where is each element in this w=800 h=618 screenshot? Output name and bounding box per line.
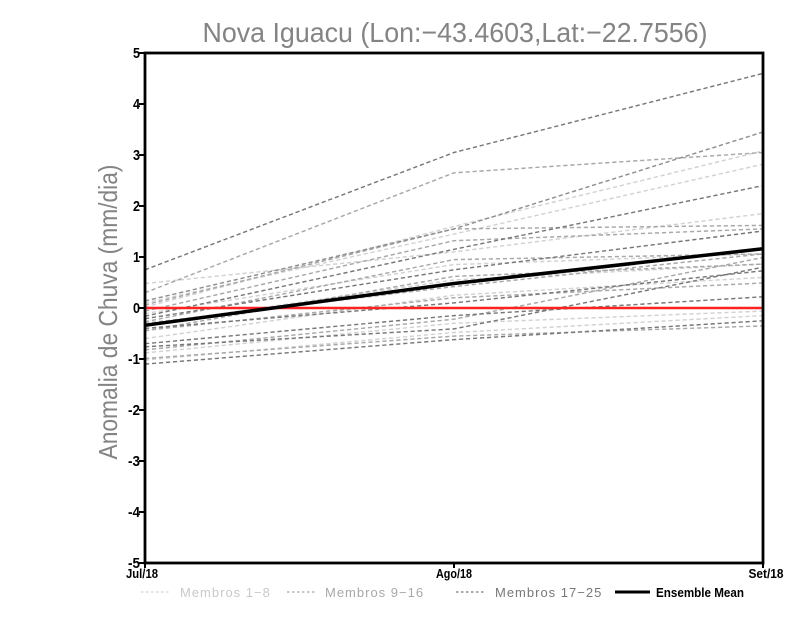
svg-text:Anomalia de Chuva (mm/dia): Anomalia de Chuva (mm/dia) <box>93 165 123 460</box>
svg-text:-2: -2 <box>128 402 140 419</box>
svg-text:2: 2 <box>133 198 140 215</box>
svg-text:3: 3 <box>133 147 140 164</box>
svg-text:-3: -3 <box>128 453 140 470</box>
svg-text:Jul/18: Jul/18 <box>126 566 158 581</box>
svg-text:-5: -5 <box>128 555 140 572</box>
svg-text:-4: -4 <box>128 504 141 521</box>
svg-text:Nova Iguacu (Lon:−43.4603,Lat:: Nova Iguacu (Lon:−43.4603,Lat:−22.7556) <box>203 17 708 48</box>
svg-text:Membros 9−16: Membros 9−16 <box>325 585 424 600</box>
svg-text:-1: -1 <box>128 351 140 368</box>
svg-text:1: 1 <box>133 249 140 266</box>
svg-text:Set/18: Set/18 <box>749 566 784 581</box>
svg-text:5: 5 <box>133 45 140 62</box>
svg-text:Ago/18: Ago/18 <box>436 566 472 581</box>
svg-text:Ensemble Mean: Ensemble Mean <box>656 585 744 600</box>
svg-text:4: 4 <box>133 96 141 113</box>
svg-text:Membros 17−25: Membros 17−25 <box>495 585 602 600</box>
svg-text:0: 0 <box>133 300 140 317</box>
svg-text:Membros 1−8: Membros 1−8 <box>180 585 271 600</box>
